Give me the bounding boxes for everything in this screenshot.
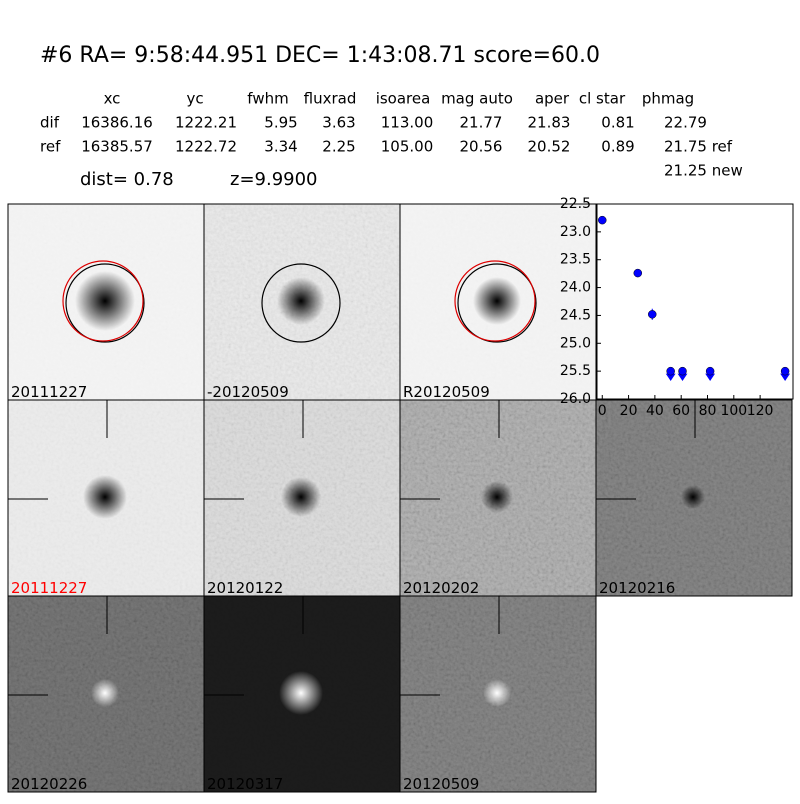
panel-label: 20120122 xyxy=(207,579,283,597)
y-tick-label: 26.0 xyxy=(560,391,591,407)
source xyxy=(483,679,511,707)
source xyxy=(481,481,513,513)
cell: 21.75 ref xyxy=(664,138,733,156)
plot-area xyxy=(596,203,794,400)
source xyxy=(473,277,521,325)
column-header: aper xyxy=(535,90,570,108)
y-tick-label: 23.0 xyxy=(560,224,591,240)
data-point xyxy=(780,366,790,376)
aperture xyxy=(457,263,537,343)
y-tick-label: 24.0 xyxy=(560,280,591,296)
column-header: fluxrad xyxy=(304,90,357,108)
row-label: ref xyxy=(40,138,61,156)
source xyxy=(681,485,705,509)
source xyxy=(279,671,323,715)
cell: 20.52 xyxy=(528,138,571,156)
data-point xyxy=(705,366,715,376)
dist: dist= 0.78 xyxy=(80,169,174,190)
aperture-ref xyxy=(62,260,144,342)
x-tick-label: 120 xyxy=(747,403,774,419)
x-tick-label: 40 xyxy=(646,403,664,419)
column-header: xc xyxy=(104,90,121,108)
x-tick-label: 0 xyxy=(598,403,607,419)
y-tick-label: 25.5 xyxy=(560,363,591,379)
source xyxy=(75,271,135,331)
cell: 21.77 xyxy=(460,114,503,132)
panel-label: R20120509 xyxy=(403,383,490,401)
cell: 1222.72 xyxy=(175,138,237,156)
cell: 21.83 xyxy=(528,114,571,132)
cell: 0.89 xyxy=(601,138,634,156)
y-tick-label: 22.5 xyxy=(560,196,591,212)
source xyxy=(83,475,127,519)
panel-label: 20120216 xyxy=(599,579,675,597)
y-tick-label: 24.5 xyxy=(560,307,591,323)
data-point xyxy=(647,310,657,319)
cell: 113.00 xyxy=(381,114,434,132)
column-header: fwhm xyxy=(247,90,288,108)
y-tick-label: 23.5 xyxy=(560,252,591,268)
column-header: phmag xyxy=(642,90,694,108)
panel-label: 20120509 xyxy=(403,775,479,793)
extra-mag: 21.25 new xyxy=(664,162,743,180)
panel-label: 20120226 xyxy=(11,775,87,793)
source xyxy=(277,277,325,325)
x-tick-label: 20 xyxy=(620,403,638,419)
data-point xyxy=(666,366,675,376)
aperture xyxy=(261,263,341,343)
source xyxy=(281,477,321,517)
y-tick-label: 25.0 xyxy=(560,335,591,351)
chart: 22.5 23.0 23.5 24.0 24.5 25.0 25.5 26.0 0 20 40 60 8… xyxy=(560,196,794,419)
panel-label: 20111227 xyxy=(11,579,87,597)
panel-frame xyxy=(595,399,793,597)
data-point xyxy=(598,215,607,225)
panel-label: 20120202 xyxy=(403,579,479,597)
x-tick-label: 60 xyxy=(672,403,690,419)
cell: 3.63 xyxy=(322,114,355,132)
column-header: yc xyxy=(186,90,203,108)
panel-label: 20120317 xyxy=(207,775,283,793)
cell: 5.95 xyxy=(264,114,297,132)
panel-label: 20111227 xyxy=(11,383,87,401)
panel-frame xyxy=(399,595,597,793)
x-tick-label: 100 xyxy=(720,403,747,419)
cell: 16386.16 xyxy=(81,114,153,132)
data-point xyxy=(633,268,643,278)
cell: 3.34 xyxy=(264,138,297,156)
source xyxy=(91,679,119,707)
row-label: dif xyxy=(40,114,60,132)
column-header: cl star xyxy=(579,90,626,108)
cell: 0.81 xyxy=(601,114,634,132)
cell: 1222.21 xyxy=(175,114,237,132)
data-point xyxy=(678,366,687,376)
title: #6 RA= 9:58:44.951 DEC= 1:43:08.71 score… xyxy=(40,43,600,68)
cell: 20.56 xyxy=(460,138,503,156)
column-header: mag auto xyxy=(441,90,513,108)
aperture-ref xyxy=(454,260,536,342)
column-header: isoarea xyxy=(376,90,431,108)
cell: 2.25 xyxy=(322,138,355,156)
panel-label: -20120509 xyxy=(207,383,289,401)
cell: 16385.57 xyxy=(81,138,153,156)
redshift: z=9.9900 xyxy=(230,169,318,190)
aperture xyxy=(65,263,145,343)
x-tick-label: 80 xyxy=(699,403,717,419)
cell: 105.00 xyxy=(381,138,434,156)
cell: 22.79 xyxy=(664,114,707,132)
